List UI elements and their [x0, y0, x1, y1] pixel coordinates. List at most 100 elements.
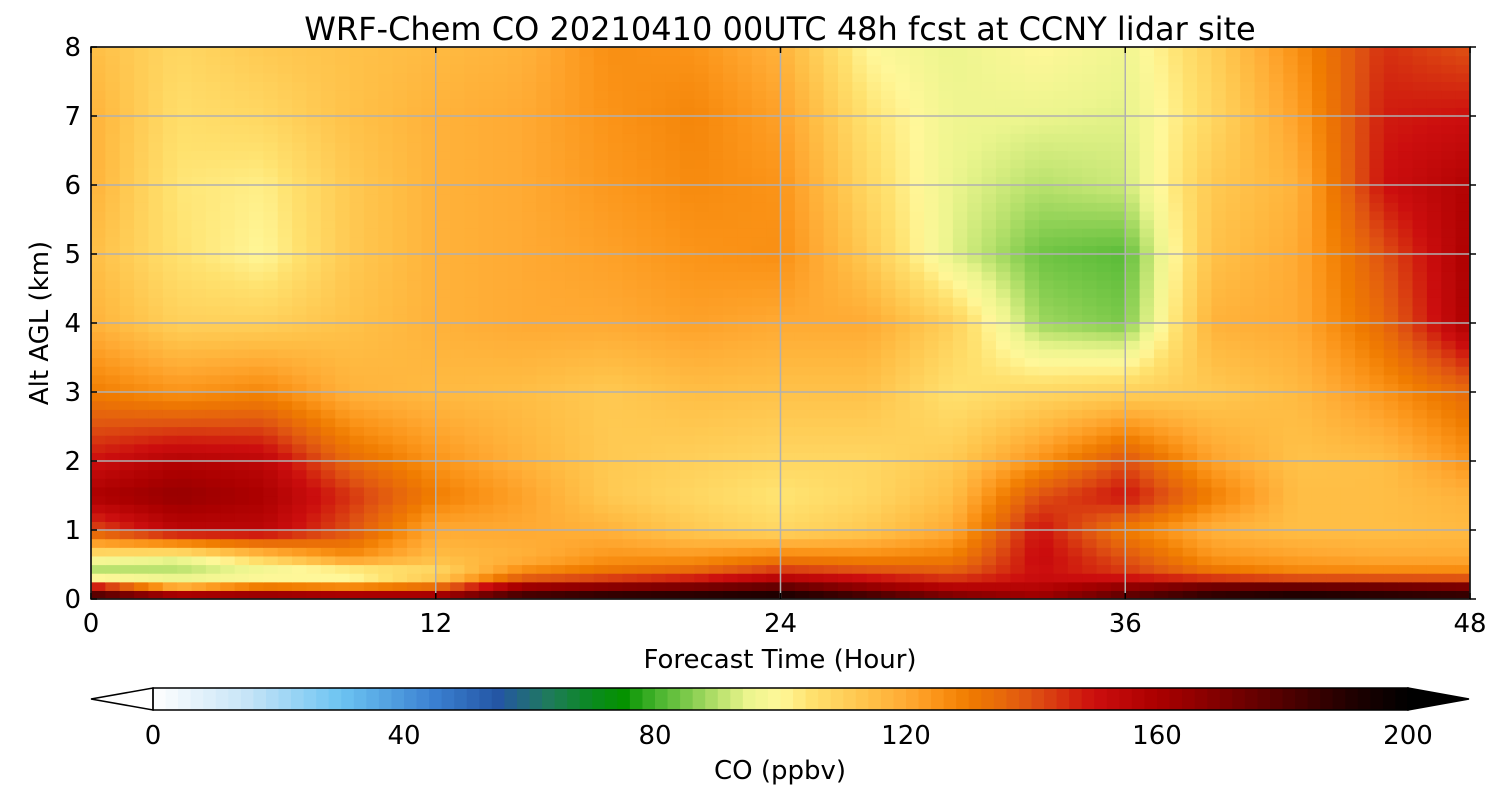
heat-cell	[1283, 271, 1299, 281]
heat-cell	[277, 202, 293, 212]
heat-cell	[1426, 210, 1442, 221]
heat-cell	[1211, 348, 1227, 359]
heat-cell	[162, 400, 178, 410]
heat-cell	[191, 417, 207, 428]
heat-cell	[708, 435, 724, 445]
heat-cell	[981, 512, 997, 522]
heat-cell	[349, 426, 365, 436]
heat-cell	[320, 245, 336, 255]
heat-cell	[1024, 538, 1040, 548]
heat-cell	[220, 297, 236, 307]
heat-cell	[1053, 150, 1069, 160]
heat-cell	[220, 185, 236, 195]
heat-cell	[435, 323, 451, 333]
heat-cell	[550, 331, 566, 341]
heat-cell	[162, 202, 178, 212]
heat-cell	[521, 271, 537, 281]
heat-cell	[105, 504, 121, 514]
heat-cell	[579, 469, 595, 479]
heat-cell	[1240, 555, 1256, 566]
heat-cell	[478, 167, 494, 177]
heat-cell	[162, 392, 178, 402]
heat-cell	[1197, 288, 1213, 298]
heat-cell	[1355, 469, 1371, 479]
heat-cell	[1039, 228, 1055, 238]
heat-cell	[1441, 288, 1457, 298]
heat-cell	[679, 279, 695, 290]
heat-cell	[938, 159, 954, 169]
heat-cell	[177, 185, 193, 195]
heat-cell	[119, 530, 135, 540]
heat-cell	[1326, 512, 1342, 522]
heat-cell	[105, 409, 121, 419]
heat-cell	[1197, 573, 1213, 583]
heat-cell	[105, 452, 121, 462]
heat-cell	[1311, 452, 1327, 462]
heat-cell	[981, 236, 997, 246]
heat-cell	[622, 461, 638, 471]
heat-cell	[1383, 383, 1399, 393]
heat-cell	[493, 521, 509, 531]
heat-cell	[507, 245, 523, 255]
heat-cell	[1383, 228, 1399, 238]
heat-cell	[679, 193, 695, 203]
heat-cell	[1240, 271, 1256, 281]
heat-cell	[995, 426, 1011, 436]
heat-cell	[1039, 314, 1055, 324]
heat-cell	[292, 573, 308, 583]
heat-cell	[881, 581, 897, 591]
heat-cell	[1455, 314, 1470, 324]
heat-cell	[435, 590, 451, 599]
heat-cell	[1096, 521, 1112, 531]
heat-cell	[1110, 202, 1126, 212]
heat-cell	[1240, 417, 1256, 428]
heat-cell	[1082, 185, 1098, 195]
heat-cell	[134, 435, 150, 445]
heat-cell	[1383, 478, 1399, 488]
heat-cell	[335, 331, 351, 341]
heat-cell	[493, 495, 509, 505]
heat-cell	[852, 366, 868, 376]
heat-cell	[823, 236, 839, 246]
heat-cell	[435, 392, 451, 402]
heat-cell	[622, 176, 638, 186]
heat-cell	[407, 435, 422, 445]
heat-cell	[105, 392, 121, 402]
heat-cell	[478, 150, 494, 160]
heat-cell	[1369, 538, 1385, 548]
heat-cell	[981, 383, 997, 393]
heat-cell	[191, 486, 207, 497]
heat-cell	[1182, 443, 1198, 453]
heat-cell	[651, 150, 667, 160]
heat-cell	[995, 219, 1011, 229]
heat-cell	[866, 478, 882, 488]
heat-cell	[507, 262, 523, 272]
heat-cell	[837, 564, 853, 574]
heat-cell	[651, 279, 667, 290]
heat-cell	[895, 417, 911, 428]
heat-cell	[924, 202, 940, 212]
heat-cell	[1254, 461, 1270, 471]
heat-cell	[1455, 409, 1470, 419]
heat-cell	[1283, 159, 1299, 169]
heat-cell	[335, 495, 351, 505]
heat-cell	[162, 547, 178, 557]
heat-cell	[1168, 202, 1184, 212]
heat-cell	[636, 383, 652, 393]
heat-cell	[579, 331, 595, 341]
heat-cell	[349, 305, 365, 315]
heat-cell	[665, 297, 681, 307]
heat-cell	[909, 167, 925, 177]
heat-cell	[823, 512, 839, 522]
heat-cell	[809, 159, 825, 169]
heat-cell	[837, 288, 853, 298]
heat-cell	[694, 417, 710, 428]
heat-cell	[751, 564, 767, 574]
heat-cell	[565, 409, 580, 419]
heat-cell	[636, 478, 652, 488]
heat-cell	[579, 538, 595, 548]
heat-cell	[1039, 340, 1055, 350]
heat-cell	[866, 279, 882, 290]
heat-cell	[593, 504, 609, 514]
heat-cell	[1053, 392, 1069, 402]
